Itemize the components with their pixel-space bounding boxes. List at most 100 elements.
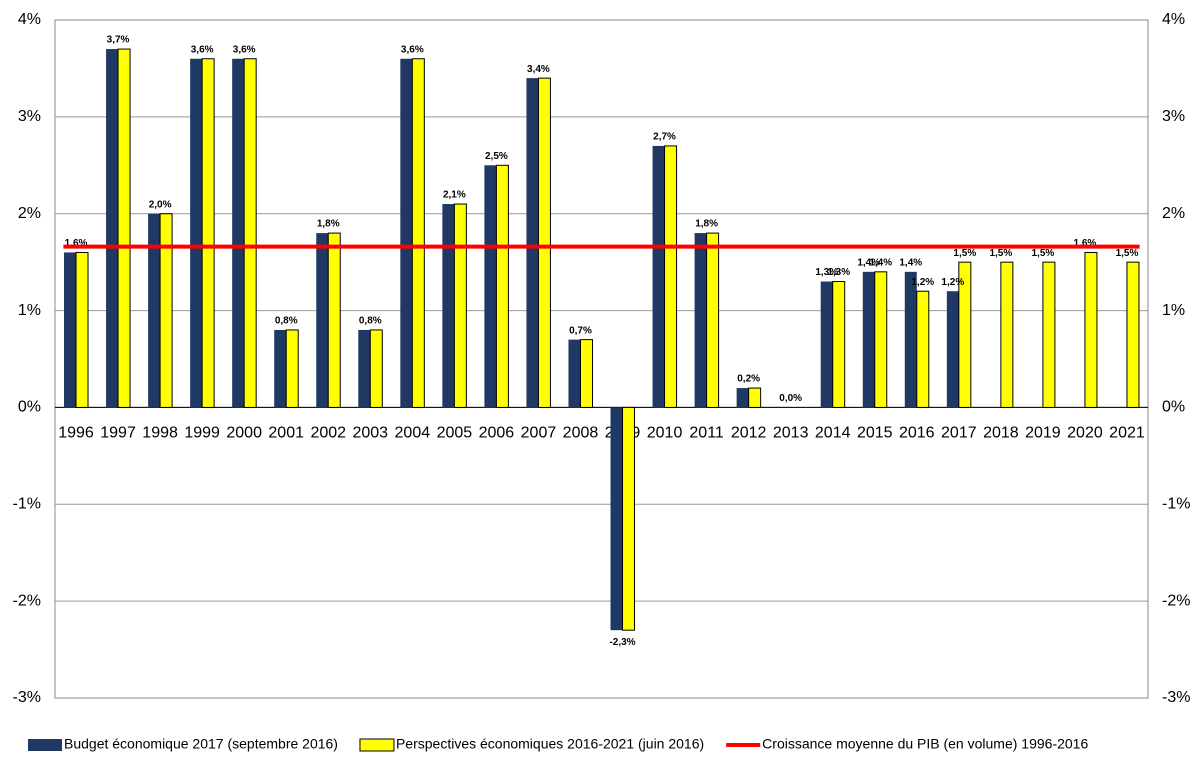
y-tick-label: 1% <box>18 302 41 319</box>
x-tick-label: 1999 <box>184 425 220 442</box>
value-label: 1,4% <box>857 257 880 268</box>
bar <box>285 329 299 408</box>
bar <box>622 406 636 631</box>
value-label: 1,2% <box>941 277 964 288</box>
y-tick-label: -1% <box>13 496 41 513</box>
y2-tick-label: 1% <box>1162 302 1185 319</box>
bar <box>652 145 665 408</box>
bar <box>706 232 720 408</box>
x-tick-label: 2000 <box>226 425 262 442</box>
bar <box>411 58 425 408</box>
x-tick-label: 2008 <box>563 425 599 442</box>
bar <box>537 77 551 408</box>
bar <box>568 339 581 408</box>
x-tick-label: 1998 <box>142 425 178 442</box>
bar <box>274 329 287 408</box>
bar <box>75 251 89 408</box>
x-tick-label: 2015 <box>857 425 893 442</box>
bar <box>579 339 593 408</box>
value-label: 0,7% <box>569 325 592 336</box>
value-label: 3,7% <box>107 35 130 46</box>
bar <box>106 49 119 408</box>
y2-tick-label: 2% <box>1162 205 1185 222</box>
bar <box>190 58 203 408</box>
value-label: 2,7% <box>653 132 676 143</box>
bar <box>442 204 455 408</box>
x-tick-label: 2012 <box>731 425 767 442</box>
value-label: 0,0% <box>779 393 802 404</box>
value-label: 0,8% <box>359 316 382 327</box>
bar <box>327 232 341 408</box>
bar <box>916 290 930 408</box>
bar <box>1042 261 1056 408</box>
value-label: 1,8% <box>695 219 718 230</box>
y2-tick-label: -3% <box>1162 689 1190 706</box>
y2-tick-label: -1% <box>1162 496 1190 513</box>
bar <box>148 213 161 408</box>
value-label: 1,6% <box>65 238 88 249</box>
bar <box>495 164 509 408</box>
y2-tick-label: 4% <box>1162 11 1185 28</box>
y-tick-label: 0% <box>18 399 41 416</box>
value-label: 1,6% <box>1074 238 1097 249</box>
bar <box>748 387 762 408</box>
bar <box>904 271 917 408</box>
value-label: 1,5% <box>1032 248 1055 259</box>
x-tick-label: 2018 <box>983 425 1019 442</box>
bar <box>316 233 329 408</box>
x-tick-label: 2007 <box>521 425 557 442</box>
bar <box>736 388 749 408</box>
value-label: 1,5% <box>1116 248 1139 259</box>
legend-swatch <box>28 739 62 751</box>
y2-tick-label: 3% <box>1162 108 1185 125</box>
bar <box>862 271 875 408</box>
x-tick-label: 2003 <box>352 425 388 442</box>
bar <box>526 78 539 408</box>
bar <box>610 407 623 631</box>
legend-swatch <box>359 738 395 752</box>
legend-label: Budget économique 2017 (septembre 2016) <box>64 736 338 752</box>
value-label: 1,5% <box>989 248 1012 259</box>
value-label: 3,4% <box>527 64 550 75</box>
y2-tick-label: 0% <box>1162 399 1185 416</box>
y-tick-label: 3% <box>18 108 41 125</box>
bar <box>243 58 257 408</box>
bar <box>453 203 467 408</box>
bar <box>958 261 972 408</box>
x-tick-label: 2004 <box>395 425 431 442</box>
bar <box>159 213 173 408</box>
x-tick-label: 1996 <box>58 425 94 442</box>
y-tick-label: 4% <box>18 11 41 28</box>
x-tick-label: 1997 <box>100 425 136 442</box>
bar <box>832 281 846 408</box>
bar <box>694 233 707 408</box>
value-label: 1,8% <box>317 219 340 230</box>
x-tick-label: 2010 <box>647 425 683 442</box>
y-tick-label: 2% <box>18 205 41 222</box>
x-tick-label: 2019 <box>1025 425 1061 442</box>
bar <box>400 58 413 408</box>
value-label: 1,2% <box>911 277 934 288</box>
bar <box>232 58 245 408</box>
value-label: 3,6% <box>191 44 214 55</box>
x-tick-label: 2020 <box>1067 425 1103 442</box>
value-label: 2,1% <box>443 190 466 201</box>
value-label: 2,5% <box>485 151 508 162</box>
bar <box>484 165 497 408</box>
x-tick-label: 2002 <box>310 425 346 442</box>
bar <box>369 329 383 408</box>
x-tick-label: 2006 <box>479 425 515 442</box>
bar <box>1000 261 1014 408</box>
bar <box>946 291 959 408</box>
legend-label: Croissance moyenne du PIB (en volume) 19… <box>762 736 1088 752</box>
plot-frame <box>54 19 1149 699</box>
x-tick-label: 2017 <box>941 425 977 442</box>
bar <box>358 329 371 408</box>
x-tick-label: 2001 <box>268 425 304 442</box>
bar <box>1084 251 1098 408</box>
x-tick-label: 2013 <box>773 425 809 442</box>
value-label: 1,4% <box>869 257 892 268</box>
x-tick-label: 2014 <box>815 425 851 442</box>
bar <box>1126 261 1140 408</box>
